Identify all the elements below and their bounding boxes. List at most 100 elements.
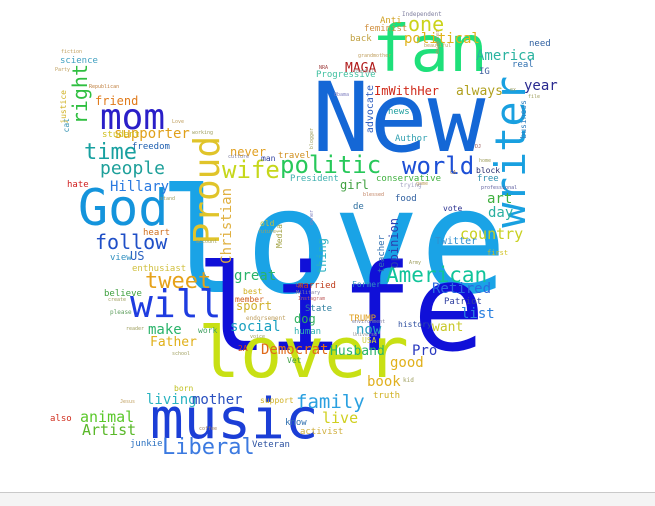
cloud-word: America: [476, 48, 536, 64]
cloud-word: member: [235, 295, 264, 304]
cloud-word: State: [305, 304, 333, 314]
cloud-word: first: [487, 249, 509, 257]
cloud-word: good: [390, 355, 424, 371]
cloud-word: future: [258, 229, 277, 235]
cloud-word: Husband: [330, 344, 385, 359]
cloud-word: student: [102, 130, 140, 140]
cloud-word: born: [174, 384, 194, 393]
cloud-word: work: [198, 326, 218, 335]
cloud-word: enthusiast: [132, 264, 187, 274]
cloud-word: Democrat: [261, 342, 329, 358]
cloud-word: voice: [250, 334, 266, 340]
cloud-word: blessed: [363, 192, 385, 198]
cloud-word: President: [290, 174, 339, 184]
cloud-word: never: [230, 145, 267, 159]
cloud-word: life: [196, 240, 485, 379]
cloud-word: business: [519, 100, 528, 139]
cloud-word: live: [322, 409, 359, 427]
cloud-word: DJ: [475, 144, 482, 150]
cloud-word: Pro: [412, 343, 438, 359]
cloud-word: Author: [395, 134, 428, 144]
cloud-word: blogger: [309, 128, 315, 150]
cloud-word: social: [230, 319, 281, 335]
cloud-word: love: [158, 158, 508, 327]
cloud-word: block: [476, 166, 501, 175]
cloud-word: culture: [228, 154, 250, 160]
cloud-word: right: [68, 64, 92, 125]
cloud-word: Military: [296, 290, 321, 296]
cloud-word: Artist: [82, 421, 137, 439]
cloud-word: history: [398, 320, 432, 329]
cloud-word: Army: [409, 260, 422, 266]
cloud-word: truth: [373, 391, 401, 401]
cloud-word: mother: [192, 392, 243, 408]
cloud-word: free: [477, 174, 499, 184]
cloud-word: make: [148, 322, 182, 338]
cloud-word: professional: [481, 185, 518, 191]
cloud-word: teacher: [377, 235, 387, 273]
cloud-word: best: [243, 287, 263, 296]
cloud-word: man: [261, 154, 276, 163]
cloud-word: world: [402, 152, 475, 180]
cloud-word: beautiful: [424, 43, 452, 49]
cloud-word: sport: [236, 299, 273, 313]
cloud-word: ImWithHer: [374, 84, 440, 98]
cloud-word: fan: [372, 13, 488, 87]
cloud-word: football: [353, 69, 378, 75]
cloud-word: year: [524, 78, 558, 94]
cloud-word: CA: [450, 170, 457, 176]
cloud-word: Instagram: [298, 296, 326, 302]
cloud-word: Christian: [219, 188, 235, 264]
cloud-word: lover: [198, 312, 409, 394]
cloud-word: real: [512, 60, 534, 70]
cloud-word: feminist: [364, 24, 408, 34]
cloud-word: always: [456, 84, 503, 99]
cloud-word: Jesus: [120, 399, 136, 405]
cloud-word: account: [196, 239, 218, 245]
cloud-word: travel: [278, 151, 311, 161]
cloud-word: believe: [104, 289, 142, 299]
cloud-word: trying: [400, 182, 422, 189]
cloud-word: list: [461, 306, 495, 322]
cloud-word: news: [388, 107, 410, 117]
cloud-word: LA: [296, 283, 303, 289]
cloud-word: want: [432, 320, 464, 335]
cloud-word: politic: [280, 151, 382, 179]
cloud-word: book: [367, 374, 401, 390]
cloud-word: MAGA: [345, 61, 377, 76]
cloud-word: freedom: [132, 142, 170, 152]
cloud-word: Universe: [353, 332, 378, 338]
cloud-word: country: [460, 225, 524, 243]
cloud-word: supporter: [114, 126, 190, 142]
cloud-word: file: [528, 94, 541, 100]
cloud-word: Retired: [432, 281, 492, 297]
cloud-word: support: [260, 396, 294, 405]
cloud-word: working: [192, 130, 214, 136]
cloud-word: stand: [160, 196, 176, 202]
cloud-word: Veteran: [252, 440, 290, 450]
cloud-word: political: [404, 31, 480, 47]
cloud-word: create: [108, 297, 127, 303]
cloud-word: Former: [352, 280, 381, 289]
cloud-word: justice: [59, 90, 68, 124]
cloud-word: Progressive: [316, 70, 376, 80]
cloud-word: grandmother: [358, 53, 392, 59]
cloud-word: family: [296, 391, 365, 413]
cloud-word: de: [353, 202, 364, 212]
cloud-word: vote: [443, 204, 463, 213]
cloud-word: great: [234, 268, 277, 284]
bottom-bar: [0, 493, 655, 506]
cloud-word: married: [298, 281, 336, 291]
cloud-word: endorsement: [246, 315, 286, 322]
cloud-word: US: [130, 249, 145, 263]
cloud-word: human: [294, 327, 322, 337]
cloud-word: Obama: [334, 92, 350, 98]
cloud-word: American: [386, 263, 488, 287]
cloud-word: girl: [340, 178, 369, 192]
cloud-word: Vet: [287, 356, 302, 365]
cloud-word: NRA: [319, 65, 329, 71]
cloud-word: art: [487, 191, 513, 207]
cloud-word: opinion: [387, 218, 401, 269]
cloud-word: school: [172, 351, 191, 357]
cloud-word: know: [285, 418, 307, 428]
